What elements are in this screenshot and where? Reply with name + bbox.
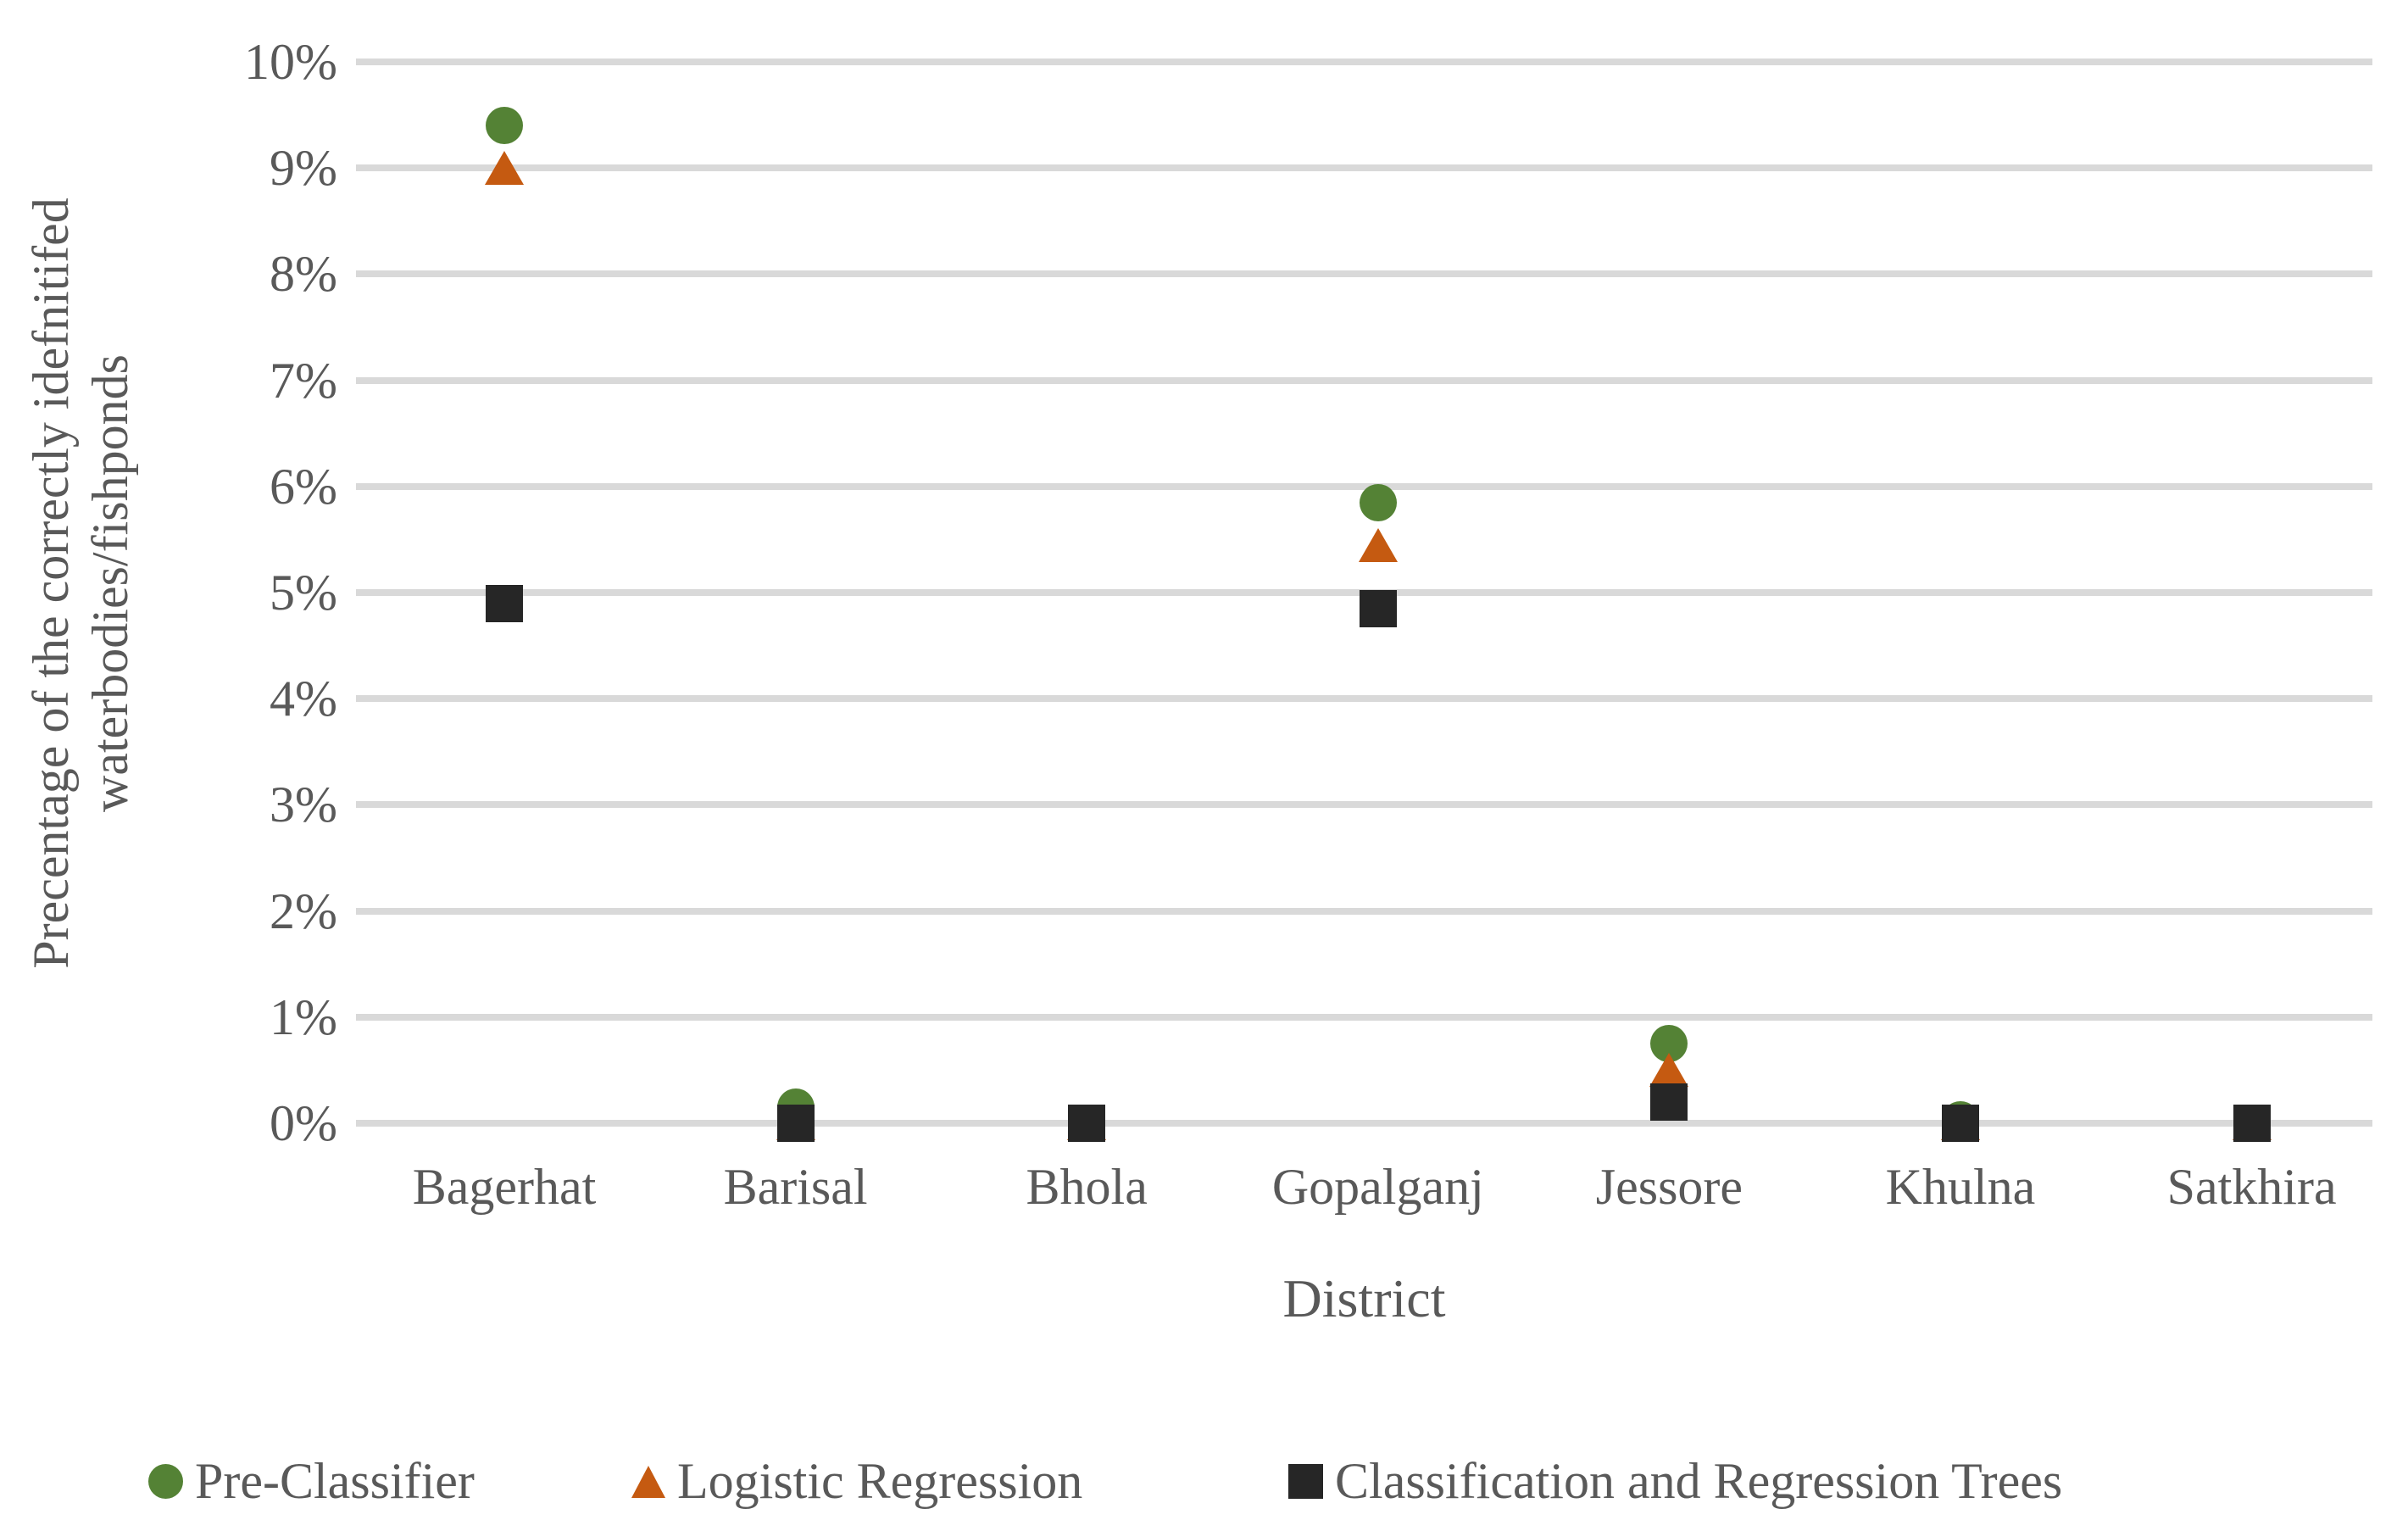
x-category-label-barisal: Barisal bbox=[723, 1159, 868, 1215]
marker-triangle-gopalganj bbox=[1358, 527, 1398, 562]
y-tick-label-5: 5% bbox=[270, 565, 337, 621]
gridline-3 bbox=[356, 801, 2372, 809]
x-category-label-khulna: Khulna bbox=[1885, 1159, 2036, 1215]
legend-triangle-icon bbox=[631, 1465, 665, 1498]
marker-square-jessore bbox=[1650, 1083, 1688, 1121]
y-tick-label-10: 10% bbox=[244, 34, 337, 90]
y-tick-label-6: 6% bbox=[270, 458, 337, 515]
legend-circle-icon bbox=[148, 1464, 183, 1499]
y-axis-title-line-2: waterbodies/fishponds bbox=[82, 354, 138, 812]
marker-square-khulna bbox=[1942, 1105, 1979, 1142]
gridline-1 bbox=[356, 1013, 2372, 1021]
x-category-label-jessore: Jessore bbox=[1595, 1159, 1743, 1215]
gridline-7 bbox=[356, 376, 2372, 384]
marker-square-satkhira bbox=[2233, 1105, 2271, 1142]
gridline-10 bbox=[356, 58, 2372, 65]
y-tick-label-4: 4% bbox=[270, 671, 337, 727]
gridline-0 bbox=[356, 1120, 2372, 1127]
marker-circle-gopalganj bbox=[1359, 483, 1397, 521]
y-tick-label-7: 7% bbox=[270, 352, 337, 409]
legend-label: Logistic Regression bbox=[677, 1453, 1083, 1509]
marker-circle-bagerhat bbox=[486, 107, 523, 145]
x-category-label-bagerhat: Bagerhat bbox=[412, 1159, 597, 1215]
marker-square-bagerhat bbox=[486, 584, 523, 622]
marker-square-gopalganj bbox=[1359, 589, 1397, 627]
marker-square-barisal bbox=[776, 1105, 815, 1142]
y-axis-title: Precentage of the correctly idefnitifed … bbox=[21, 7, 148, 1160]
y-tick-label-8: 8% bbox=[270, 246, 337, 303]
gridline-6 bbox=[356, 482, 2372, 490]
gridline-4 bbox=[356, 695, 2372, 703]
gridline-9 bbox=[356, 164, 2372, 172]
marker-triangle-bagerhat bbox=[485, 151, 524, 186]
legend: Pre-Classifier Logistic Regression Classif… bbox=[0, 1441, 2408, 1522]
y-tick-label-2: 2% bbox=[270, 882, 337, 939]
y-tick-label-3: 3% bbox=[270, 777, 337, 833]
legend-square-icon bbox=[1288, 1464, 1323, 1499]
y-tick-label-0: 0% bbox=[270, 1095, 337, 1151]
legend-item-triangle: Logistic Regression bbox=[631, 1441, 1082, 1522]
gridline-2 bbox=[356, 907, 2372, 915]
marker-triangle-jessore bbox=[1649, 1053, 1689, 1088]
x-category-label-gopalganj: Gopalganj bbox=[1271, 1159, 1484, 1215]
legend-item-circle: Pre-Classifier bbox=[148, 1441, 475, 1522]
x-axis-title: District bbox=[1282, 1268, 1446, 1328]
y-tick-label-9: 9% bbox=[270, 140, 337, 197]
y-tick-label-1: 1% bbox=[270, 988, 337, 1045]
y-axis-title-line-1: Precentage of the correctly idefnitifed bbox=[23, 198, 79, 969]
gridline-8 bbox=[356, 270, 2372, 278]
marker-square-bhola bbox=[1068, 1105, 1106, 1142]
legend-label: Classification and Regression Trees bbox=[1335, 1453, 2063, 1509]
x-category-label-satkhira: Satkhira bbox=[2166, 1159, 2337, 1215]
legend-item-square: Classification and Regression Trees bbox=[1288, 1441, 2062, 1522]
x-category-label-bhola: Bhola bbox=[1026, 1159, 1148, 1215]
legend-label: Pre-Classifier bbox=[195, 1453, 475, 1509]
